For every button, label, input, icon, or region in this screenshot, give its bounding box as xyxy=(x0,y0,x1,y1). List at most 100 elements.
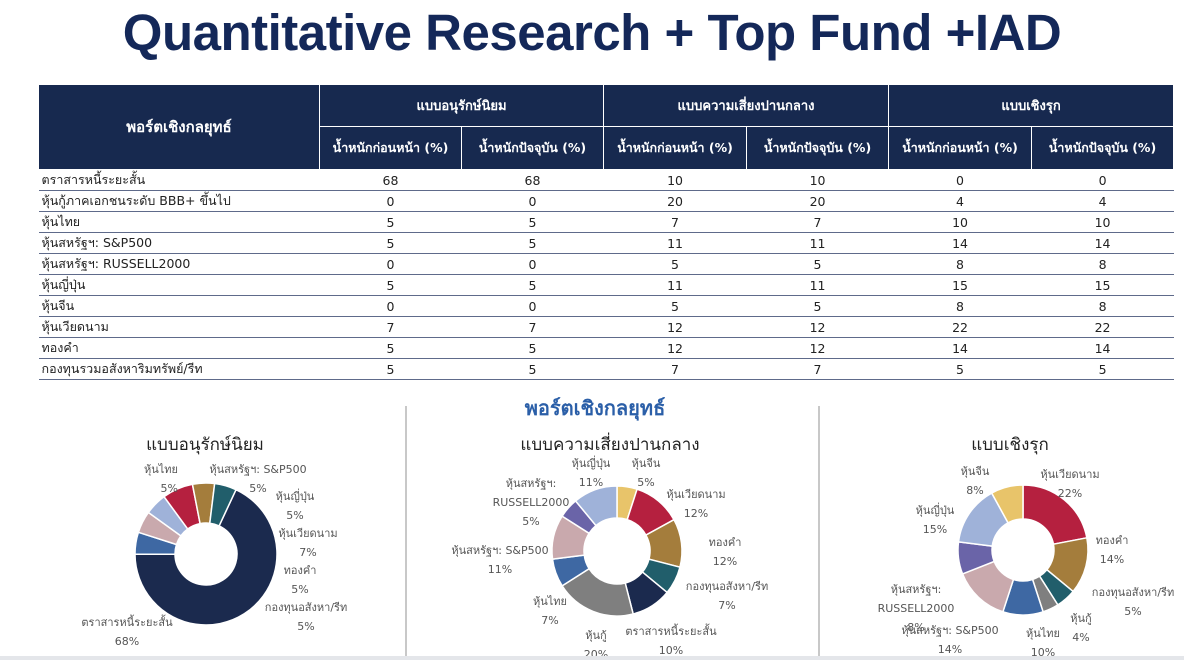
chart-title-conservative: แบบอนุรักษ์นิยม xyxy=(146,435,264,455)
slice-label: ทองคำ 14% xyxy=(1096,534,1129,566)
cell-value: 12 xyxy=(603,316,747,338)
cell-value: 4 xyxy=(888,190,1032,212)
cell-value: 20 xyxy=(746,190,889,212)
cell-value: 14 xyxy=(1031,337,1174,359)
cell-value: 0 xyxy=(1031,169,1174,191)
donut-conservative: หุ้นไทย 5% หุ้นสหรัฐฯ: S&P500 5%หุ้นญี่ปุ่น… xyxy=(81,463,347,648)
cell-value: 4 xyxy=(1031,190,1174,212)
cell-value: 0 xyxy=(461,253,604,275)
cell-value: 0 xyxy=(888,169,1032,191)
cell-value: 0 xyxy=(319,190,462,212)
cell-value: 10 xyxy=(1031,211,1174,233)
slice-label: กองทุนอสังหา/รีท 5% xyxy=(265,601,347,633)
slice-label: หุ้นสหรัฐฯ: RUSSELL2000 8% xyxy=(878,583,955,634)
subheader-current: น้ำหนักปัจจุบัน (%) xyxy=(746,126,890,170)
cell-value: 5 xyxy=(461,211,604,233)
cell-value: 7 xyxy=(603,211,747,233)
subheader-previous: น้ำหนักก่อนหน้า (%) xyxy=(603,126,748,170)
slice-label: หุ้นกู้ 4% xyxy=(1070,612,1091,644)
cell-value: 10 xyxy=(888,211,1032,233)
table-row: ทองคำ 5 5 12 12 14 14 xyxy=(38,337,1174,359)
cell-value: 12 xyxy=(603,337,747,359)
slice-label: หุ้นญี่ปุ่น 15% xyxy=(916,502,955,536)
cell-value: 5 xyxy=(603,295,747,317)
cell-value: 5 xyxy=(746,253,889,275)
cell-value: 15 xyxy=(888,274,1032,296)
row-label: กองทุนรวมอสังหาริมทรัพย์/รีท xyxy=(38,358,320,380)
table-row: หุ้นญี่ปุ่น 5 5 11 11 15 15 xyxy=(38,274,1174,296)
cell-value: 11 xyxy=(746,232,889,254)
subheader-current: น้ำหนักปัจจุบัน (%) xyxy=(460,126,605,170)
slice-label: หุ้นสหรัฐฯ: RUSSELL2000 5% xyxy=(493,477,570,528)
table-row: หุ้นสหรัฐฯ: S&P500 5 5 11 11 14 14 xyxy=(38,232,1174,254)
slice-label: หุ้นเวียดนาม 7% xyxy=(278,527,337,559)
cell-value: 11 xyxy=(603,232,747,254)
table-row: กองทุนรวมอสังหาริมทรัพย์/รีท 5 5 7 7 5 5 xyxy=(38,358,1174,380)
table-row: หุ้นไทย 5 5 7 7 10 10 xyxy=(38,211,1174,233)
slice-label: หุ้นสหรัฐฯ: S&P500 14% xyxy=(901,624,998,656)
row-label: หุ้นไทย xyxy=(38,211,320,233)
slice-label: ทองคำ 5% xyxy=(284,564,317,596)
cell-value: 5 xyxy=(888,358,1032,380)
table-row: หุ้นเวียดนาม 7 7 12 12 22 22 xyxy=(38,316,1174,338)
cell-value: 68 xyxy=(319,169,462,191)
cell-value: 0 xyxy=(461,190,604,212)
table-row: ตราสารหนี้ระยะสั้น 68 68 10 10 0 0 xyxy=(38,169,1174,191)
charts-section-title: พอร์ตเชิงกลยุทธ์ xyxy=(524,396,666,420)
section-divider xyxy=(818,406,820,656)
cell-value: 7 xyxy=(746,211,889,233)
cell-value: 12 xyxy=(746,337,889,359)
section-divider xyxy=(405,406,407,656)
cell-value: 14 xyxy=(1031,232,1174,254)
cell-value: 15 xyxy=(1031,274,1174,296)
slice-label: ทองคำ 12% xyxy=(709,536,742,568)
row-label: ทองคำ xyxy=(38,337,320,359)
slice-label: หุ้นไทย 7% xyxy=(533,595,567,627)
cell-value: 0 xyxy=(319,253,462,275)
cell-value: 7 xyxy=(746,358,889,380)
table-body: ตราสารหนี้ระยะสั้น 68 68 10 10 0 0 หุ้นกู้ภาคเอ… xyxy=(38,169,1174,380)
cell-value: 5 xyxy=(1031,358,1174,380)
donut-slice xyxy=(574,485,618,527)
cell-value: 11 xyxy=(746,274,889,296)
slice-label: หุ้นไทย 5% xyxy=(144,463,178,495)
slice-label: หุ้นไทย 10% xyxy=(1026,627,1060,659)
cell-value: 5 xyxy=(461,232,604,254)
slice-label: หุ้นญี่ปุ่น 5% xyxy=(276,488,315,522)
cell-value: 7 xyxy=(319,316,462,338)
row-label: หุ้นญี่ปุ่น xyxy=(38,274,320,296)
slice-label: หุ้นเวียดนาม 12% xyxy=(666,488,725,520)
cell-value: 14 xyxy=(888,232,1032,254)
slice-label: หุ้นสหรัฐฯ: S&P500 11% xyxy=(451,544,548,576)
cell-value: 11 xyxy=(603,274,747,296)
cell-value: 20 xyxy=(603,190,747,212)
cell-value: 5 xyxy=(319,274,462,296)
cell-value: 5 xyxy=(461,358,604,380)
cell-value: 68 xyxy=(461,169,604,191)
subheader-previous: น้ำหนักก่อนหน้า (%) xyxy=(319,126,462,170)
donut-aggressive: หุ้นจีน 8% หุ้นเวียดนาม 22% หุ้นญี่ปุ่น 15% ทอ… xyxy=(878,465,1175,659)
cell-value: 22 xyxy=(1031,316,1174,338)
cell-value: 10 xyxy=(746,169,889,191)
table-row: หุ้นสหรัฐฯ: RUSSELL2000 0 0 5 5 8 8 xyxy=(38,253,1174,275)
group-header-conservative: แบบอนุรักษ์นิยม xyxy=(318,84,605,127)
cell-value: 7 xyxy=(461,316,604,338)
row-label: หุ้นจีน xyxy=(38,295,320,317)
cell-value: 5 xyxy=(603,253,747,275)
row-label: ตราสารหนี้ระยะสั้น xyxy=(38,169,320,191)
row-label: หุ้นสหรัฐฯ: RUSSELL2000 xyxy=(38,253,320,275)
row-label: หุ้นเวียดนาม xyxy=(38,316,320,338)
cell-value: 5 xyxy=(746,295,889,317)
cell-value: 5 xyxy=(461,274,604,296)
table-row: หุ้นจีน 0 0 5 5 8 8 xyxy=(38,295,1174,317)
cell-value: 12 xyxy=(746,316,889,338)
table-row: หุ้นกู้ภาคเอกชนระดับ BBB+ ขึ้นไป 0 0 20 20 4 4 xyxy=(38,190,1174,212)
subheader-previous: น้ำหนักก่อนหน้า (%) xyxy=(888,126,1033,170)
cell-value: 8 xyxy=(1031,295,1174,317)
donut-slice xyxy=(134,488,278,626)
donut-slice xyxy=(208,482,238,527)
cell-value: 5 xyxy=(319,232,462,254)
cell-value: 14 xyxy=(888,337,1032,359)
cell-value: 8 xyxy=(888,295,1032,317)
